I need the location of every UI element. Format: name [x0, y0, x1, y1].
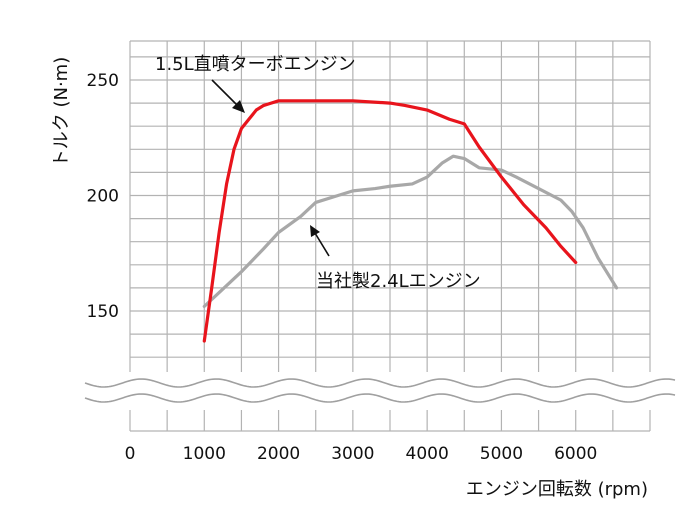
x-tick-label: 0: [125, 444, 136, 464]
x-tick-label: 3000: [331, 444, 374, 464]
arrow-24l: [310, 225, 330, 257]
axis-break-band: [80, 372, 680, 410]
break-wave-upper: [84, 378, 676, 388]
axis-break: [80, 372, 680, 410]
x-axis-label: エンジン回転数 (rpm): [466, 479, 648, 500]
y-tick-label: 150: [87, 302, 119, 322]
y-tick-label: 200: [87, 187, 119, 207]
y-tick-label: 250: [87, 71, 119, 91]
series-label-24l: 当社製2.4Lエンジン: [316, 271, 481, 292]
grid: [129, 40, 651, 432]
tick-labels: 0 1000 2000 3000 4000 5000 6000 150 200 250: [87, 71, 598, 464]
series-lines: [202, 99, 619, 343]
arrow-turbo: [211, 79, 245, 113]
x-tick-label: 1000: [183, 444, 226, 464]
x-tick-label: 6000: [554, 444, 597, 464]
series-line-1: [202, 154, 619, 308]
series-line-0: [202, 99, 578, 343]
x-tick-label: 4000: [406, 444, 449, 464]
series-label-turbo: 1.5L直噴ターボエンジン: [155, 54, 356, 75]
x-tick-label: 5000: [480, 444, 523, 464]
x-tick-label: 2000: [257, 444, 300, 464]
break-wave-lower: [84, 393, 676, 403]
y-axis-label: トルク (N·m): [51, 57, 72, 168]
